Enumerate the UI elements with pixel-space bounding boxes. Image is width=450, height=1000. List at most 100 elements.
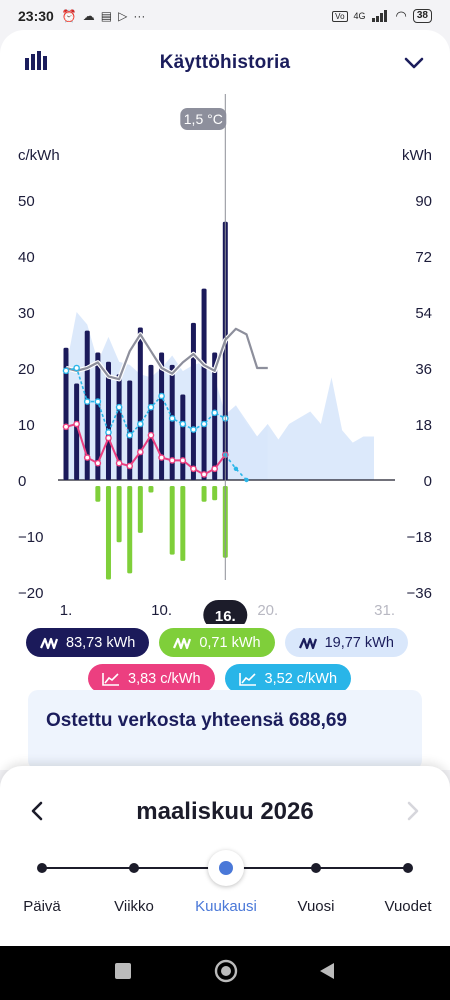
selected-day-label: 16.	[215, 608, 236, 624]
spot-price-point	[179, 420, 187, 428]
sold-energy-bar	[116, 486, 122, 543]
total-price-point	[105, 434, 112, 442]
sold-energy-bar	[137, 486, 143, 533]
total-price-point	[158, 454, 165, 461]
left-tick-label: 10	[18, 417, 35, 434]
status-bar: 23:30 ⏰ ☁ ▤ ▷ ··· Vo 4G ◠ 38	[0, 0, 450, 32]
slider-knob[interactable]	[208, 850, 244, 886]
legend-chip-pink[interactable]: 3,83 c/kWh	[88, 664, 215, 693]
purchased-energy-bar	[127, 380, 133, 480]
legend-chip-label: 0,71 kWh	[199, 634, 261, 651]
legend-chip-green[interactable]: 0,71 kWh	[159, 628, 275, 657]
trend-icon	[238, 672, 256, 686]
page-title: Käyttöhistoria	[159, 52, 291, 73]
spot-price-point	[115, 403, 123, 411]
spot-price-point	[94, 398, 102, 405]
period-slider[interactable]	[0, 848, 450, 888]
purchased-energy-bar	[95, 352, 101, 480]
purchased-energy-bar	[63, 347, 69, 480]
forecast-price-point	[244, 477, 249, 483]
right-tick-label: 18	[415, 417, 432, 434]
purchased-energy-bar	[201, 288, 207, 480]
legend-row-energy: 83,73 kWh 0,71 kWh 19,77 kWh	[0, 628, 450, 657]
chevron-left-icon[interactable]	[28, 800, 46, 822]
purchased-energy-bar	[148, 364, 154, 480]
total-price-point	[200, 471, 208, 478]
legend-chip-label: 3,52 c/kWh	[264, 670, 338, 687]
status-notification-icons: ⏰ ☁ ▤ ▷ ···	[62, 9, 146, 23]
legend-chip-label: 3,83 c/kWh	[128, 670, 201, 687]
period-option-3[interactable]: Vuosi	[297, 898, 335, 915]
spot-price-point	[105, 429, 112, 436]
slider-stop[interactable]	[129, 863, 139, 873]
spot-price-point	[168, 415, 176, 422]
period-option-2[interactable]: Kuukausi	[195, 898, 257, 915]
network-label: 4G	[353, 11, 366, 21]
spot-price-point	[190, 426, 197, 433]
usage-chart[interactable]: 50 40 30 20 10 0 −10 −20 90 72 54 36 18 0 −18 −36 c/kWh k…	[0, 94, 450, 624]
purchased-energy-bar	[105, 361, 111, 480]
recent-apps-icon[interactable]	[114, 962, 132, 980]
purchased-energy-bar	[74, 383, 80, 480]
back-icon[interactable]	[318, 962, 336, 980]
slider-stop[interactable]	[37, 863, 47, 873]
slider-stop[interactable]	[403, 863, 413, 873]
total-price-point	[83, 454, 91, 461]
forecast-consumption-area	[225, 377, 374, 480]
legend-chip-light[interactable]: 19,77 kWh	[284, 628, 408, 657]
app-header: Käyttöhistoria	[0, 30, 450, 94]
wifi-icon: ◠	[395, 8, 407, 23]
forecast-price-point	[233, 466, 239, 471]
x-tick-label: 1.	[60, 602, 73, 619]
legend-chip-cyan[interactable]: 3,52 c/kWh	[224, 664, 352, 693]
left-tick-label: −10	[18, 529, 43, 546]
chevron-right-icon	[407, 801, 419, 821]
purchased-energy-bar	[116, 374, 122, 480]
slider-stop[interactable]	[311, 863, 321, 873]
system-nav-bar	[0, 946, 450, 1000]
sold-energy-bar	[105, 486, 111, 580]
purchased-energy-bar	[137, 327, 143, 480]
news-icon: ▤	[100, 9, 113, 23]
left-tick-label: 20	[18, 361, 35, 378]
spot-price-point	[73, 364, 80, 372]
home-icon[interactable]	[214, 959, 238, 983]
alarm-icon: ⏰	[61, 9, 77, 23]
right-tick-label: −36	[407, 585, 432, 602]
period-option-0[interactable]: Päivä	[23, 898, 61, 915]
legend-chip-navy[interactable]: 83,73 kWh	[26, 628, 150, 657]
left-tick-label: 0	[18, 473, 26, 490]
selected-day-pill	[203, 600, 248, 624]
cloud-icon: ☁	[82, 9, 95, 23]
spot-price-point	[137, 420, 144, 428]
left-tick-label: 30	[18, 305, 35, 322]
bar-chart-icon[interactable]	[24, 50, 48, 70]
spot-price-point	[62, 367, 70, 375]
legend-chip-label: 19,77 kWh	[324, 634, 394, 651]
spot-price-point	[158, 392, 165, 400]
right-tick-label: 54	[415, 305, 432, 322]
purchased-energy-bar	[212, 352, 218, 480]
usage-history-card: Käyttöhistoria 50 40 30 20 10 0 −10 −20 90 72 54 36…	[0, 30, 450, 770]
left-axis-label: c/kWh	[18, 147, 60, 164]
wave-icon	[40, 637, 58, 649]
chevron-down-icon[interactable]	[404, 56, 424, 70]
play-icon: ▷	[118, 9, 128, 23]
more-dots-icon: ···	[133, 9, 146, 23]
period-option-4[interactable]: Vuodet	[384, 898, 432, 915]
trend-icon	[102, 672, 119, 686]
status-system-icons: Vo 4G ◠ 38	[332, 8, 432, 24]
x-tick-label: 31.	[374, 602, 395, 619]
x-tick-label: 10.	[151, 602, 172, 619]
total-price-point	[211, 465, 218, 473]
spot-price-point	[200, 420, 208, 428]
battery-icon: 38	[412, 9, 432, 23]
month-navigation: maaliskuu 2026	[0, 794, 450, 830]
summary-title: Ostettu verkosta yhteensä 688,69	[46, 710, 347, 731]
temperature-badge	[180, 108, 227, 130]
total-price-point	[62, 423, 70, 431]
period-option-1[interactable]: Viikko	[114, 898, 154, 915]
total-price-point	[126, 462, 134, 470]
total-price-point	[147, 431, 155, 439]
sold-energy-bar	[180, 486, 186, 561]
